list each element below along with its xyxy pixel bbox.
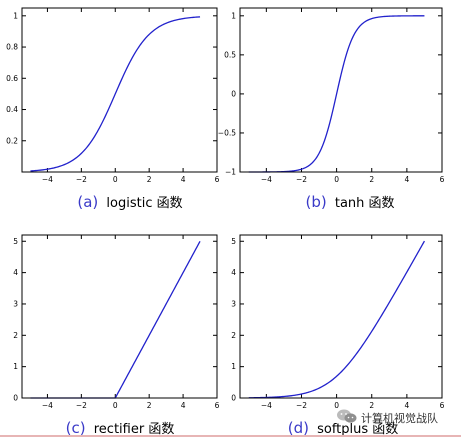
tanh-ytick-label-2: 0 <box>231 89 236 98</box>
rectifier-axes-frame <box>21 234 218 399</box>
caption-b: (b) tanh 函数 <box>305 193 394 211</box>
tanh-xtick-label-2: 0 <box>334 175 339 184</box>
softplus-chart: 0 1 2 3 4 5 −4 −2 0 2 4 6 <box>231 234 445 410</box>
softplus-axes-frame <box>239 234 443 399</box>
rectifier-xtick-label-1: −2 <box>76 401 87 410</box>
logistic-ytick-label-4: 1 <box>13 11 18 20</box>
softplus-curve <box>248 240 425 399</box>
logistic-ytick-label-2: 0.6 <box>6 74 18 83</box>
logistic-xtick-label-0: −4 <box>42 175 53 184</box>
logistic-curve <box>30 16 201 172</box>
softplus-xtick-label-4: 4 <box>404 401 409 410</box>
tanh-xtick-label-1: −2 <box>296 175 307 184</box>
tanh-curve <box>248 15 425 173</box>
logistic-xtick-label-3: 2 <box>147 175 152 184</box>
logistic-xtick-label-1: −2 <box>76 175 87 184</box>
logistic-ytick-label-0: 0.2 <box>6 136 18 145</box>
rectifier-xtick-label-5: 6 <box>215 401 220 410</box>
softplus-xtick-label-2: 0 <box>334 401 339 410</box>
logistic-ytick-label-1: 0.4 <box>6 105 18 114</box>
tanh-ytick-label-4: 1 <box>231 11 236 20</box>
logistic-axes-frame <box>21 7 218 173</box>
softplus-ytick-label-2: 2 <box>231 331 236 340</box>
wechat-icon <box>336 408 358 428</box>
caption-c: (c) rectifier 函数 <box>66 419 175 437</box>
softplus-xtick-label-0: −4 <box>261 401 272 410</box>
rectifier-ytick-label-2: 2 <box>13 331 18 340</box>
rectifier-ytick-label-5: 5 <box>13 237 18 246</box>
caption-a-letter: (a) <box>77 193 98 211</box>
rectifier-xtick-label-4: 4 <box>181 401 186 410</box>
rectifier-chart: 0 1 2 3 4 5 −4 −2 0 2 4 6 <box>13 234 220 410</box>
softplus-xtick-label-3: 2 <box>369 401 374 410</box>
caption-b-letter: (b) <box>305 193 326 211</box>
rectifier-ytick-label-4: 4 <box>13 268 18 277</box>
rectifier-ytick-label-1: 1 <box>13 362 18 371</box>
tanh-xtick-label-0: −4 <box>261 175 272 184</box>
softplus-ytick-label-5: 5 <box>231 237 236 246</box>
softplus-xtick-label-1: −2 <box>296 401 307 410</box>
logistic-ytick-label-3: 0.8 <box>6 43 18 52</box>
caption-b-text: tanh 函数 <box>335 196 395 211</box>
caption-a-text: logistic 函数 <box>106 196 182 211</box>
tanh-ytick-label-1: −0.5 <box>218 128 236 137</box>
logistic-chart: 0.2 0.4 0.6 0.8 1 −4 −2 0 2 4 6 <box>6 7 220 184</box>
softplus-ytick-label-4: 4 <box>231 268 236 277</box>
caption-c-letter: (c) <box>66 419 86 437</box>
softplus-xtick-label-5: 6 <box>440 401 445 410</box>
caption-d-text: softplus 函数 <box>317 422 398 437</box>
softplus-ytick-label-3: 3 <box>231 299 236 308</box>
rectifier-ytick-label-3: 3 <box>13 299 18 308</box>
logistic-xtick-label-2: 0 <box>113 175 118 184</box>
footer-rule <box>0 435 461 437</box>
tanh-chart: −1 −0.5 0 0.5 1 −4 −2 0 2 4 6 <box>218 7 445 184</box>
caption-d: (d) softplus 函数 <box>288 419 399 437</box>
tanh-xtick-label-4: 4 <box>404 175 409 184</box>
rectifier-xtick-label-3: 2 <box>147 401 152 410</box>
logistic-xtick-label-4: 4 <box>181 175 186 184</box>
logistic-xtick-label-5: 6 <box>215 175 220 184</box>
rectifier-ytick-label-0: 0 <box>13 394 18 403</box>
tanh-xtick-label-5: 6 <box>440 175 445 184</box>
tanh-xtick-label-3: 2 <box>369 175 374 184</box>
rectifier-curve <box>30 240 201 399</box>
watermark: 计算机视觉战队 <box>336 408 438 428</box>
tanh-ytick-label-3: 0.5 <box>224 50 236 59</box>
tanh-ytick-label-0: −1 <box>225 168 236 177</box>
tanh-axes-frame <box>239 7 443 173</box>
rectifier-xtick-label-0: −4 <box>42 401 53 410</box>
softplus-ytick-label-1: 1 <box>231 362 236 371</box>
caption-c-text: rectifier 函数 <box>94 422 175 437</box>
caption-d-letter: (d) <box>288 419 309 437</box>
watermark-text: 计算机视觉战队 <box>361 412 438 425</box>
softplus-ytick-label-0: 0 <box>231 394 236 403</box>
caption-a: (a) logistic 函数 <box>77 193 182 211</box>
rectifier-xtick-label-2: 0 <box>113 401 118 410</box>
